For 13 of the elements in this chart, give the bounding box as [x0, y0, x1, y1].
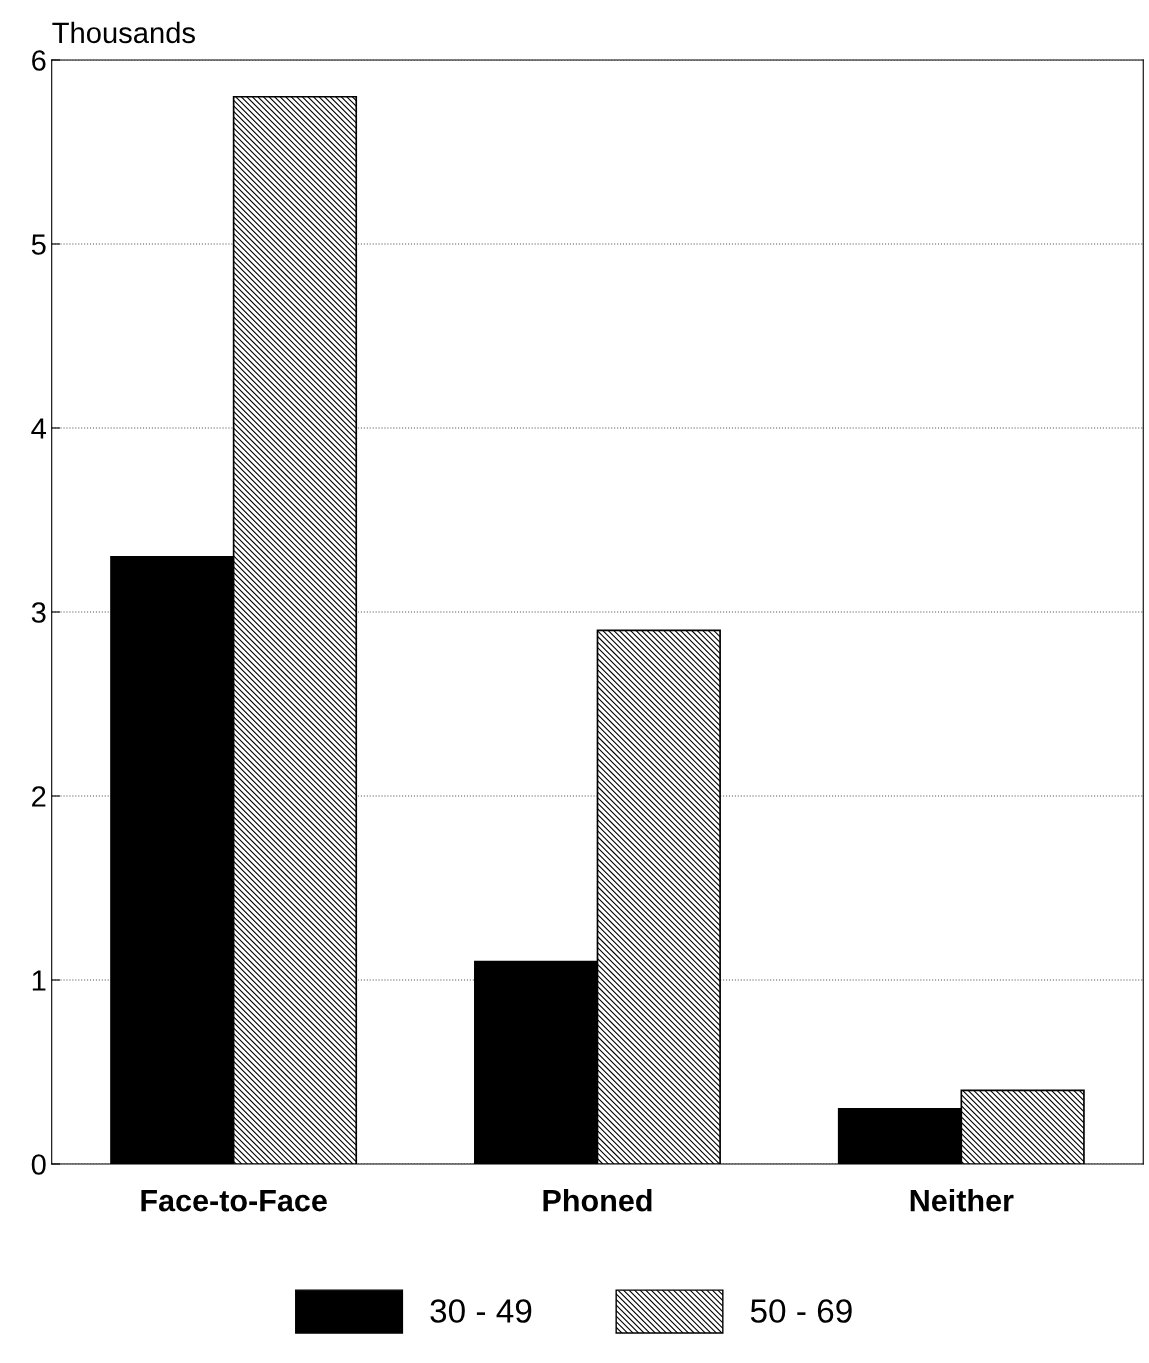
x-tick-label: Phoned — [543, 1189, 652, 1212]
x-tick-label: Neither — [910, 1189, 1014, 1212]
x-tick-label: Face-to-Face — [141, 1190, 327, 1212]
y-tick-label: 6 — [32, 50, 46, 71]
y-tick-label: 0 — [31, 1154, 46, 1175]
legend-label: 50 - 69 — [750, 1299, 852, 1323]
legend-label: 30 - 49 — [430, 1299, 532, 1323]
y-tick-label: 3 — [31, 602, 46, 623]
y-axis-title: Thousands — [52, 21, 195, 44]
y-tick-label: 1 — [32, 970, 46, 991]
y-tick-label: 5 — [31, 234, 46, 255]
y-tick-label: 4 — [31, 418, 46, 439]
y-tick-label: 2 — [32, 786, 46, 807]
